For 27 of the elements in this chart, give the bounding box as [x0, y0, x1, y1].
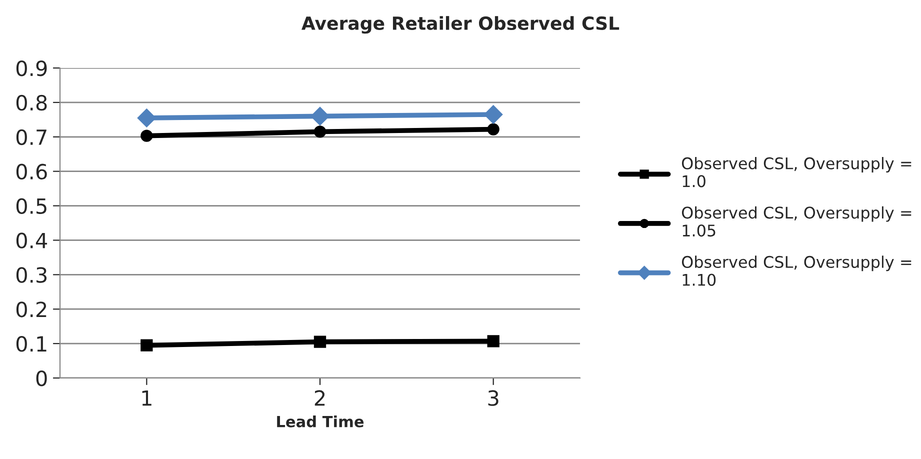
legend-label: Observed CSL, Oversupply = 1.0 — [682, 157, 912, 188]
legend-label: Observed CSL, Oversupply = 1.05 — [682, 206, 912, 237]
point — [314, 126, 326, 138]
x-tick-label: 3 — [488, 390, 498, 406]
y-tick-label: 0.2 — [16, 302, 46, 318]
y-tick-label: 0.5 — [16, 198, 46, 214]
y-tick-label: 0.1 — [16, 336, 46, 352]
chart-title: Average Retailer Observed CSL — [302, 16, 620, 34]
point — [487, 335, 500, 348]
x-tick-label: 1 — [142, 390, 152, 406]
y-tick-label: 0.7 — [16, 129, 46, 146]
y-tick-label: 0.3 — [16, 267, 47, 283]
point — [314, 336, 326, 348]
point — [140, 339, 153, 352]
point — [310, 106, 330, 126]
point — [487, 123, 500, 136]
y-tick-label: 0.8 — [16, 94, 47, 111]
y-tick-label: 0.4 — [16, 232, 48, 248]
y-tick-label: 0 — [36, 370, 47, 386]
y-tick-label: 0.9 — [16, 60, 47, 76]
point — [484, 105, 503, 124]
legend-label: Observed CSL, Oversupply = 1.10 — [682, 256, 912, 286]
point — [137, 108, 156, 128]
x-tick-label: 2 — [314, 390, 325, 406]
x-axis-title: Lead Time — [277, 416, 364, 428]
point — [140, 130, 153, 142]
y-tick-label: 0.6 — [16, 164, 47, 180]
